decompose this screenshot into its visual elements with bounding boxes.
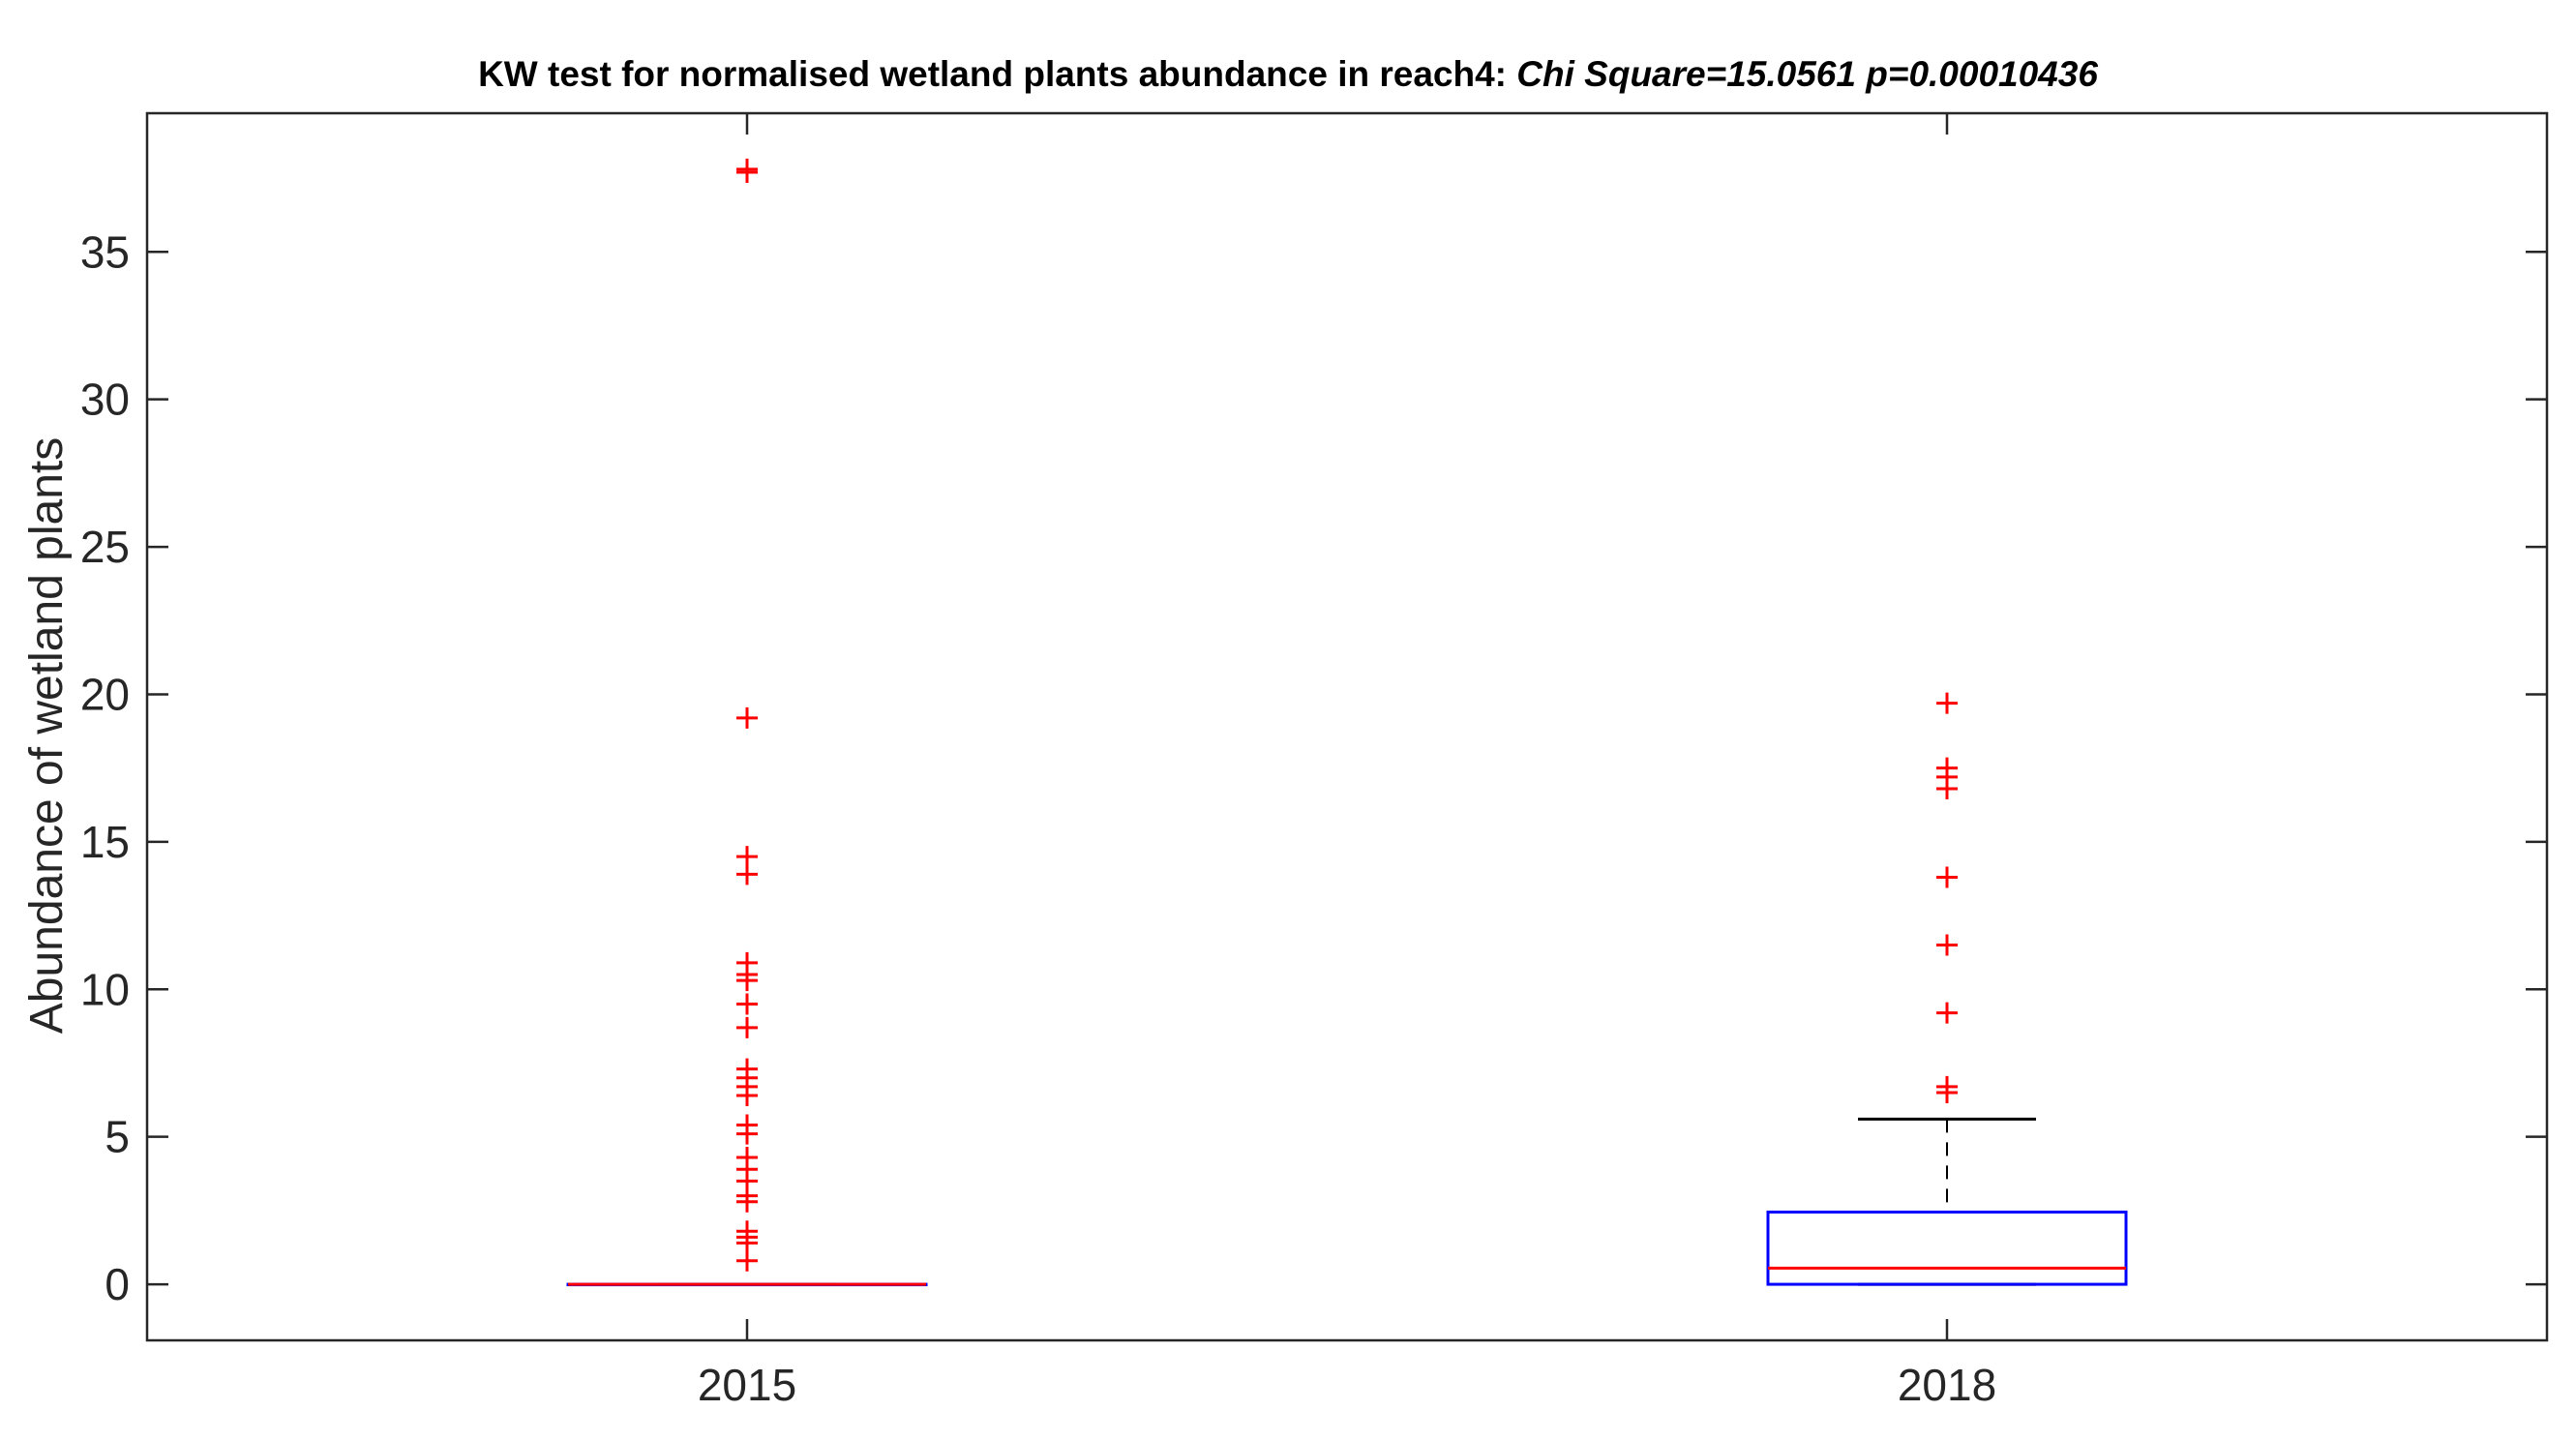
y-tick-label: 15 — [80, 817, 130, 867]
outlier-point — [736, 1123, 758, 1145]
chart-title-main: KW test for normalised wetland plants ab… — [478, 54, 1507, 94]
chart-title: KW test for normalised wetland plants ab… — [478, 54, 2098, 94]
y-tick-label: 5 — [105, 1112, 130, 1162]
plot-area-frame — [145, 111, 2549, 1342]
y-tick-label: 30 — [80, 375, 130, 425]
outlier-point — [1936, 1002, 1958, 1024]
y-tick-label: 20 — [80, 669, 130, 719]
outlier-point — [736, 993, 758, 1015]
outlier-point — [736, 970, 758, 992]
y-tick-label: 35 — [80, 226, 130, 277]
outlier-point — [1936, 778, 1958, 800]
outlier-point — [1936, 692, 1958, 714]
y-axis-label: Abundance of wetland plants — [21, 437, 73, 1034]
outlier-point — [1936, 1081, 1958, 1103]
y-tick-label: 0 — [105, 1259, 130, 1309]
outlier-point — [736, 863, 758, 886]
x-tick-label: 2015 — [698, 1360, 796, 1410]
outlier-point — [736, 1016, 758, 1038]
outlier-point — [1936, 866, 1958, 888]
chart-title-stats: Chi Square=15.0561 p=0.00010436 — [1516, 54, 2098, 94]
outlier-point — [736, 1085, 758, 1107]
outlier-point — [736, 706, 758, 729]
outlier-point — [736, 161, 758, 183]
y-tick-label: 25 — [80, 522, 130, 572]
outlier-point — [736, 1249, 758, 1272]
chart-marks: 0 5 10 15 20 25 30 35 2015 2018 — [80, 113, 2547, 1410]
x-tick-label: 2018 — [1898, 1360, 1996, 1410]
y-tick-label: 10 — [80, 964, 130, 1014]
outlier-point — [736, 1190, 758, 1213]
outlier-point — [1936, 934, 1958, 956]
box-iqr — [1766, 1210, 2128, 1286]
